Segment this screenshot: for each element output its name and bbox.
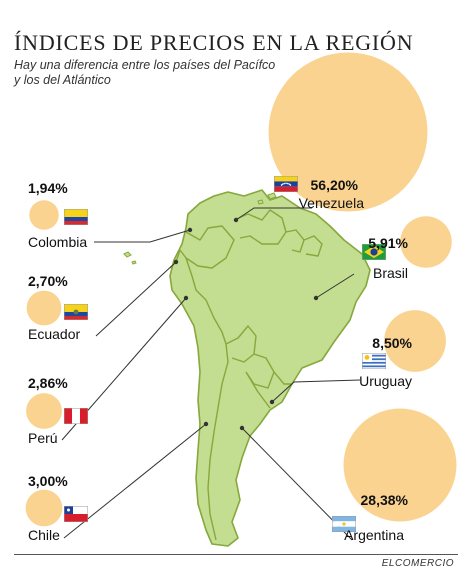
ecuador-bubble xyxy=(26,290,62,326)
south-america-land xyxy=(169,189,371,547)
argentina-location-dot xyxy=(239,425,245,431)
peru-value-label: 2,86% xyxy=(28,375,68,391)
chile-location-dot xyxy=(203,421,209,427)
peru-bubble xyxy=(26,393,62,429)
brasil-name-label: Brasil xyxy=(373,265,408,281)
country-labels: 1,94% Colombia 2,70% Ecuador 2,86% Perú 3,00% C… xyxy=(28,177,413,543)
peru-location-dot xyxy=(183,295,189,301)
brasil-value-label: 5,91% xyxy=(368,235,408,251)
peru-name-label: Perú xyxy=(28,430,58,446)
colombia-flag xyxy=(64,209,88,225)
colombia-leader-line xyxy=(94,229,191,243)
ecuador-location-dot xyxy=(173,259,179,265)
page-subtitle: Hay una diferencia entre los países del … xyxy=(14,58,276,87)
uruguay-location-dot xyxy=(269,399,275,405)
colombia-value-label: 1,94% xyxy=(28,180,68,196)
ecuador-name-label: Ecuador xyxy=(28,326,80,342)
venezuela-value-label: 56,20% xyxy=(311,177,359,193)
brazil-flag xyxy=(362,244,386,260)
venezuela-leader-line xyxy=(235,207,312,221)
ecuador-flag xyxy=(64,304,88,320)
argentina-value-label: 28,38% xyxy=(361,492,409,508)
chile-value-label: 3,00% xyxy=(28,473,68,489)
argentina-flag xyxy=(332,516,356,532)
brasil-leader-line xyxy=(315,273,355,299)
uruguay-leader-line xyxy=(271,379,361,403)
ecuador-leader-line xyxy=(95,261,177,337)
peru-flag xyxy=(64,408,88,424)
island-shapes xyxy=(123,192,277,265)
argentina-name-label: Argentina xyxy=(344,527,404,543)
venezuela-location-dot xyxy=(233,217,239,223)
source-credit: ELCOMERCIO xyxy=(381,558,454,569)
brasil-bubble xyxy=(400,216,452,268)
colombia-location-dot xyxy=(187,227,193,233)
south-america-map xyxy=(123,189,371,547)
uruguay-value-label: 8,50% xyxy=(372,335,412,351)
brasil-location-dot xyxy=(313,295,319,301)
ecuador-value-label: 2,70% xyxy=(28,273,68,289)
venezuela-name-label: Venezuela xyxy=(299,195,365,211)
uruguay-name-label: Uruguay xyxy=(359,373,412,389)
venezuela-bubble xyxy=(268,52,428,212)
colombia-bubble xyxy=(29,200,59,230)
uruguay-bubble xyxy=(384,310,446,372)
page-title: ÍNDICES DE PRECIOS EN LA REGIÓN xyxy=(14,30,414,55)
chile-name-label: Chile xyxy=(28,527,60,543)
chile-bubble xyxy=(25,489,63,527)
country-flags xyxy=(64,176,386,532)
value-bubbles xyxy=(25,52,457,527)
chile-flag xyxy=(64,506,88,522)
leader-lines xyxy=(61,207,361,541)
footer-rule xyxy=(14,554,458,555)
argentina-bubble xyxy=(343,408,457,522)
colombia-name-label: Colombia xyxy=(28,234,87,250)
uruguay-flag xyxy=(362,353,386,369)
venezuela-flag xyxy=(274,176,298,192)
